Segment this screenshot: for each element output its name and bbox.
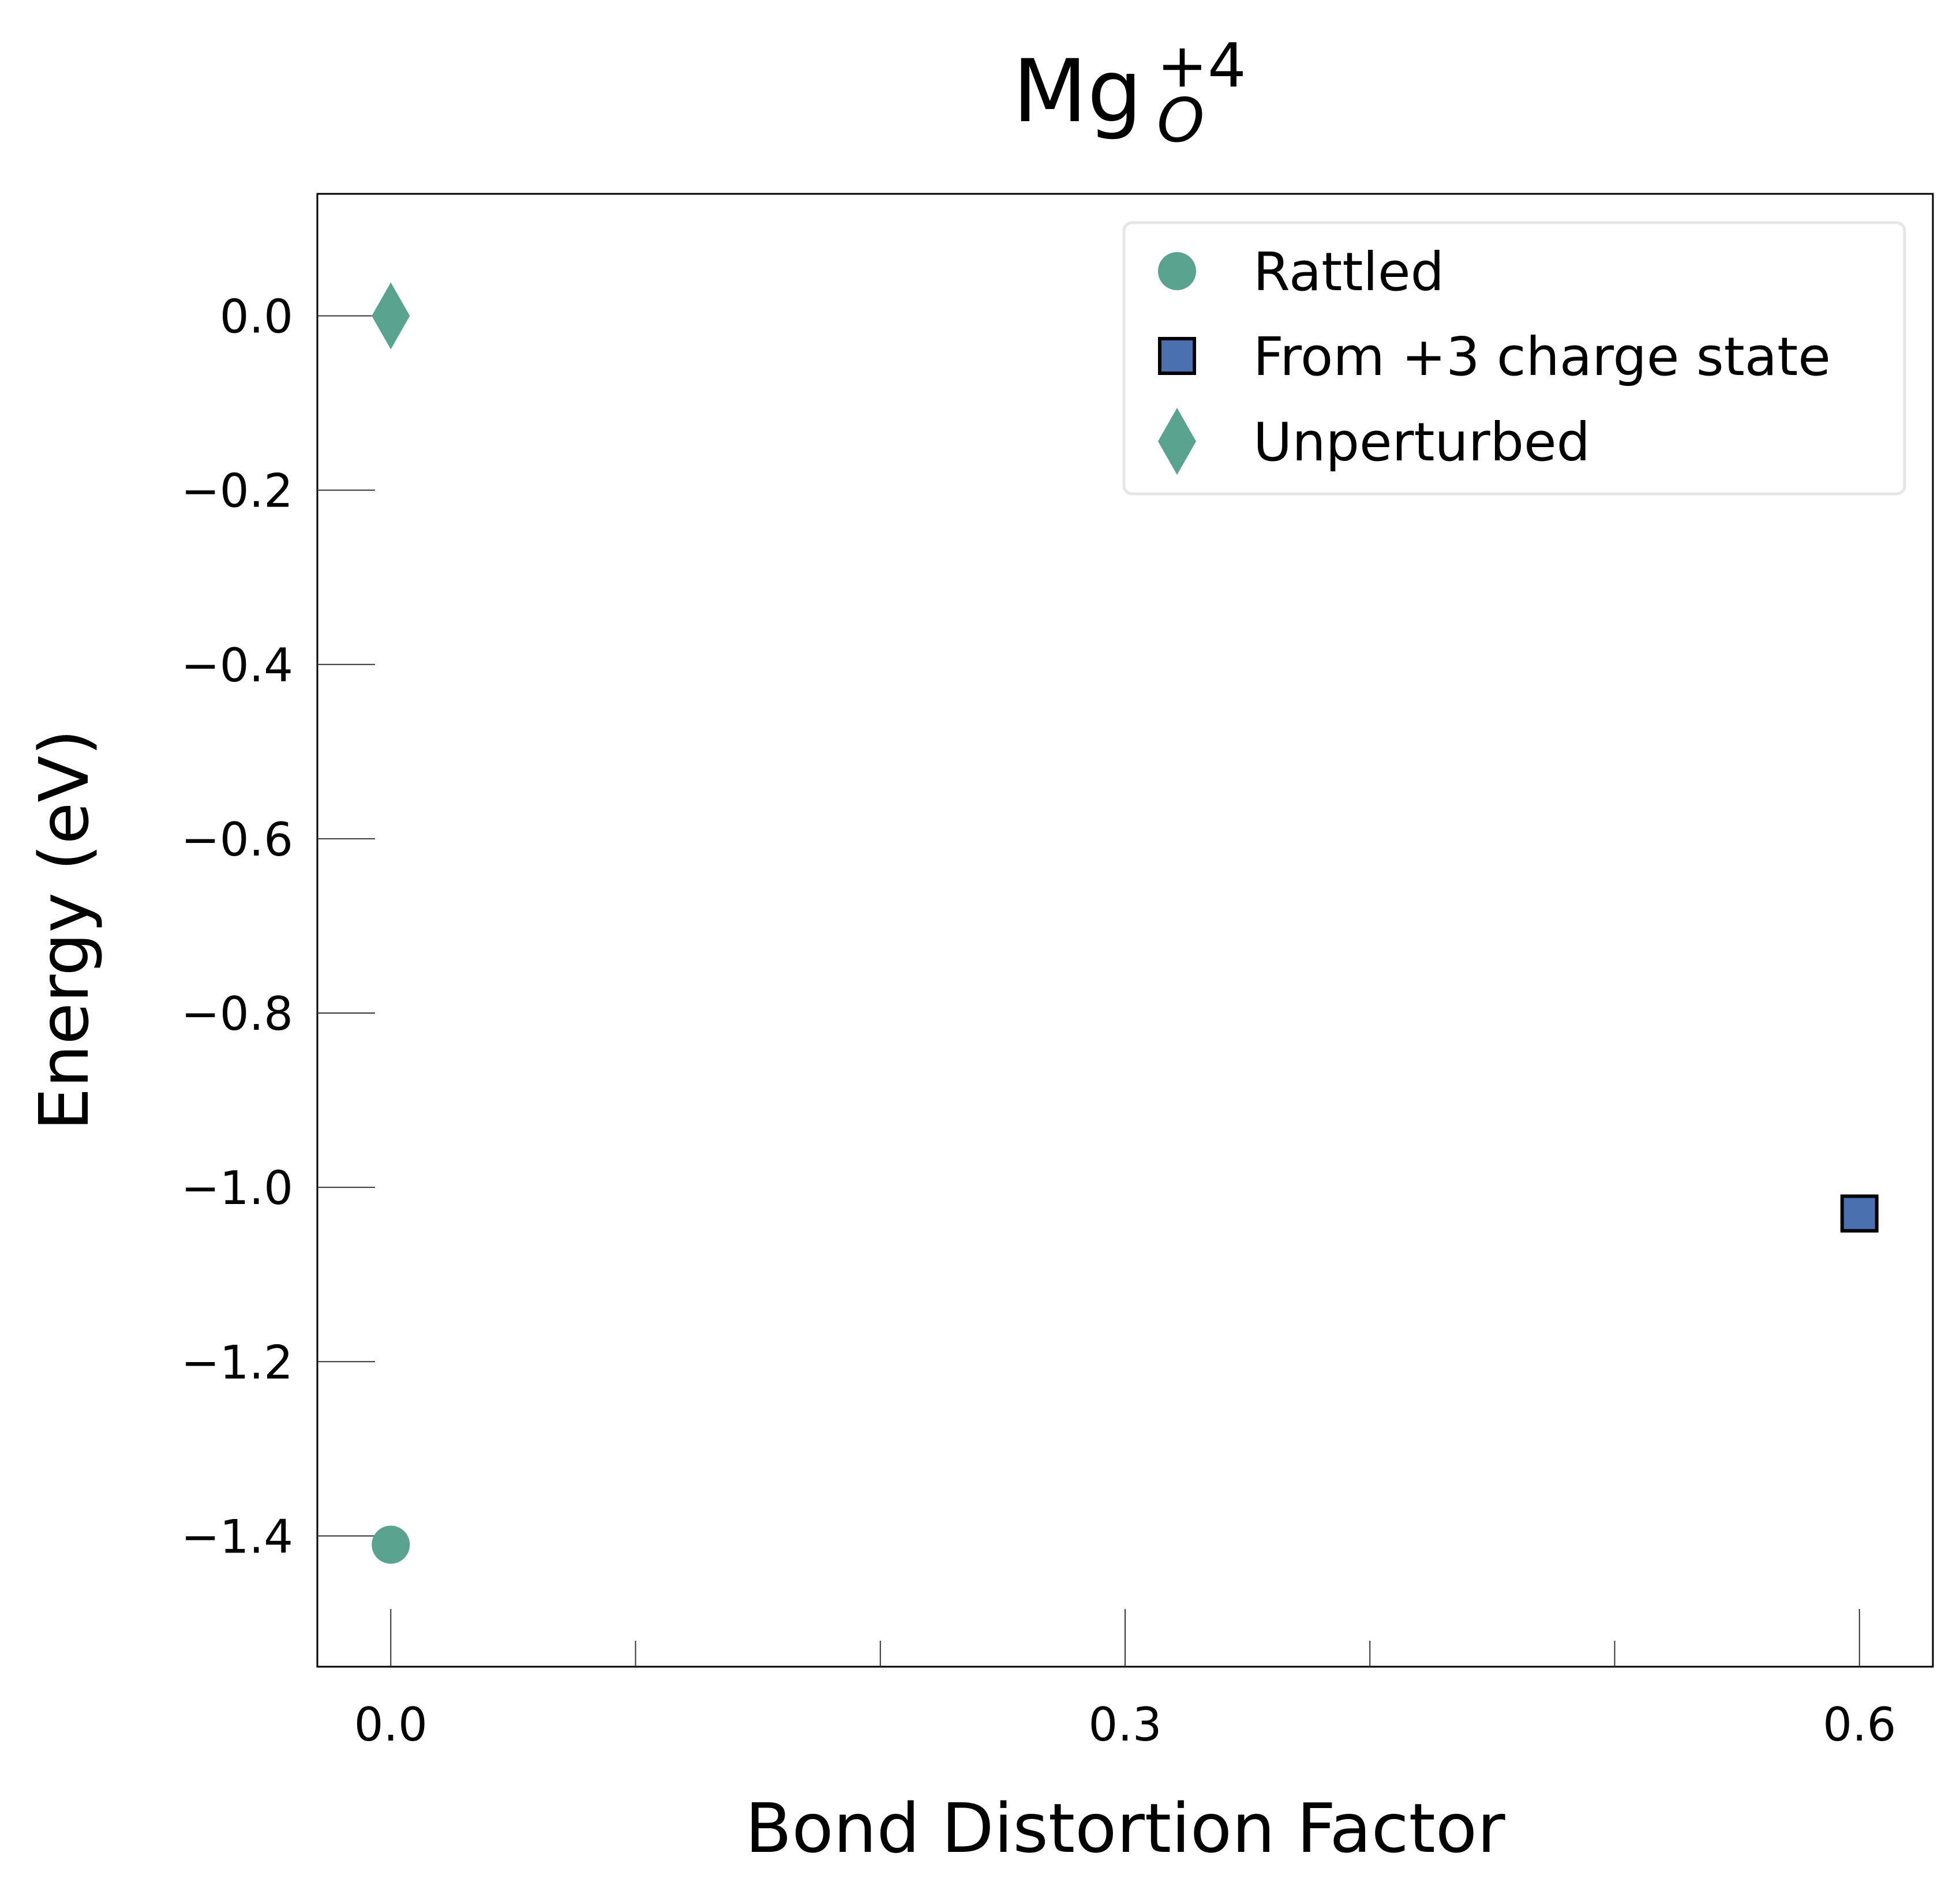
data-point-square (1840, 1194, 1879, 1233)
data-point-diamond (372, 282, 410, 350)
y-tick-label: −0.6 (181, 813, 293, 867)
y-tick-label: −1.2 (181, 1336, 293, 1389)
y-axis-label: Energy (eV) (24, 729, 104, 1131)
x-axis-ticks: 0.0 0.3 0.6 (354, 1609, 1896, 1752)
legend-label: Unperturbed (1253, 411, 1590, 473)
x-tick-label: 0.0 (354, 1698, 428, 1752)
chart-title-subscript: O (1157, 85, 1205, 156)
data-point-circle (372, 1525, 410, 1564)
y-tick-label: 0.0 (220, 290, 293, 343)
legend-marker-square (1158, 337, 1196, 375)
y-tick-label: −1.0 (181, 1161, 293, 1215)
x-tick-label: 0.6 (1823, 1698, 1896, 1752)
chart-title: Mg +4 O (1013, 31, 1246, 156)
legend-label: From +3 charge state (1253, 326, 1831, 388)
y-tick-label: −0.2 (181, 464, 293, 518)
legend-marker-circle (1158, 252, 1196, 290)
legend-frame (1122, 221, 1906, 496)
x-tick-label: 0.3 (1088, 1698, 1161, 1752)
legend: Rattled From +3 charge state Unperturbed (1122, 221, 1906, 496)
data-points (372, 282, 1879, 1564)
x-axis-label: Bond Distortion Factor (745, 1788, 1505, 1868)
legend-marker-diamond (1158, 408, 1196, 475)
legend-label: Rattled (1253, 241, 1444, 303)
y-tick-label: −0.8 (181, 987, 293, 1041)
legend-entries: Rattled From +3 charge state Unperturbed (1158, 241, 1831, 475)
y-tick-label: −1.4 (181, 1510, 293, 1563)
chart-title-superscript: +4 (1157, 31, 1246, 101)
y-axis-ticks: 0.0 −0.2 −0.4 −0.6 −0.8 −1.0 −1.2 −1.4 (181, 290, 375, 1563)
y-tick-label: −0.4 (181, 639, 293, 692)
chart-title-base: Mg (1013, 42, 1142, 142)
